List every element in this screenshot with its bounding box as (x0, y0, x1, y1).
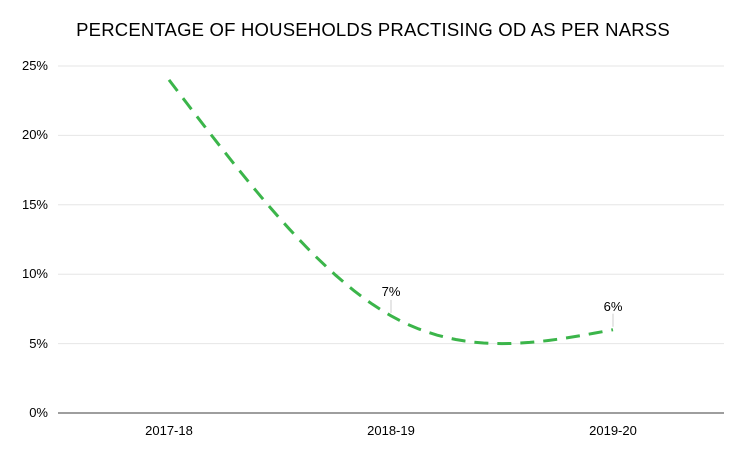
y-tick-label-15: 15% (21, 197, 48, 212)
y-tick-label-0: 0% (29, 405, 48, 420)
x-tick-label-2018-19: 2018-19 (367, 423, 415, 438)
point-label-2019-20: 6% (603, 299, 623, 314)
y-tick-label-5: 5% (29, 336, 48, 351)
x-tick-label-2019-20: 2019-20 (589, 423, 637, 438)
x-tick-label-2017-18: 2017-18 (145, 423, 193, 438)
point-label-2018-19: 7% (381, 284, 401, 299)
y-tick-label-10: 10% (21, 266, 48, 281)
y-tick-label-20: 20% (21, 127, 48, 142)
chart-title: PERCENTAGE OF HOUSEHOLDS PRACTISING OD A… (76, 19, 670, 40)
y-tick-label-25: 25% (21, 58, 48, 73)
series-line-od-percentage (167, 78, 614, 346)
